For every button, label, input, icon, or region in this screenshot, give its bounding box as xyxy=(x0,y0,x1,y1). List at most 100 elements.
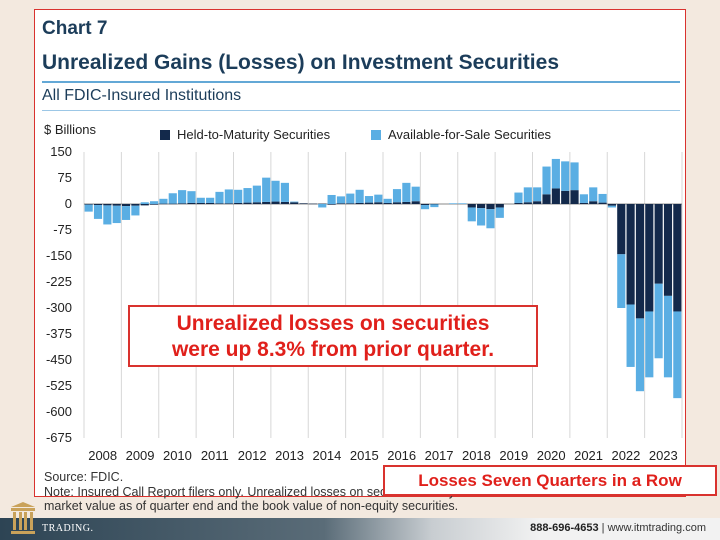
chart-number: Chart 7 xyxy=(42,18,108,39)
x-tick-label: 2023 xyxy=(649,448,678,463)
bar-held-to-maturity xyxy=(477,204,486,209)
y-tick-label: -375 xyxy=(46,326,72,341)
bar-held-to-maturity xyxy=(280,201,289,204)
bar-available-for-sale xyxy=(355,189,364,203)
logo-text: TRADING. xyxy=(42,523,94,534)
bar-available-for-sale xyxy=(392,189,402,203)
bar-available-for-sale xyxy=(215,191,224,204)
bar-available-for-sale xyxy=(327,194,336,204)
y-tick-label: -150 xyxy=(46,248,72,263)
bar-available-for-sale xyxy=(551,158,560,189)
bar-available-for-sale xyxy=(103,205,112,225)
x-tick-label: 2009 xyxy=(126,448,155,463)
bar-held-to-maturity xyxy=(635,204,645,319)
bar-held-to-maturity xyxy=(140,204,149,206)
footer-website[interactable]: www.itmtrading.com xyxy=(607,522,706,534)
subtitle-divider xyxy=(42,110,680,111)
bar-available-for-sale xyxy=(196,197,205,203)
bar-held-to-maturity xyxy=(402,201,411,204)
bar-held-to-maturity xyxy=(121,204,131,207)
bar-available-for-sale xyxy=(458,203,467,204)
bar-held-to-maturity xyxy=(112,204,121,206)
bar-held-to-maturity xyxy=(346,203,355,204)
y-tick-label: -225 xyxy=(46,274,72,289)
footer-phone: 888-696-4653 xyxy=(530,522,599,534)
y-tick-label: -675 xyxy=(46,430,72,445)
bar-held-to-maturity xyxy=(663,204,673,296)
bar-available-for-sale xyxy=(252,185,261,203)
x-tick-label: 2017 xyxy=(425,448,454,463)
bar-held-to-maturity xyxy=(150,204,159,205)
callout-line-2: were up 8.3% from prior quarter. xyxy=(171,338,495,361)
bar-held-to-maturity xyxy=(252,202,261,204)
bar-held-to-maturity xyxy=(467,204,476,208)
y-tick-label: -525 xyxy=(46,378,72,393)
x-tick-label: 2015 xyxy=(350,448,379,463)
x-tick-label: 2021 xyxy=(574,448,603,463)
bar-held-to-maturity xyxy=(579,202,588,204)
chart-frame xyxy=(34,9,686,497)
bar-available-for-sale xyxy=(336,196,346,204)
bar-available-for-sale xyxy=(673,311,682,399)
bar-held-to-maturity xyxy=(589,201,598,204)
bar-available-for-sale xyxy=(290,201,299,203)
x-tick-label: 2016 xyxy=(387,448,416,463)
bar-held-to-maturity xyxy=(392,202,402,204)
bar-held-to-maturity xyxy=(327,204,336,205)
bar-held-to-maturity xyxy=(654,204,663,284)
bar-held-to-maturity xyxy=(168,203,177,205)
bar-available-for-sale xyxy=(131,205,140,216)
bar-available-for-sale xyxy=(533,187,542,202)
bar-held-to-maturity xyxy=(645,204,654,312)
bar-held-to-maturity xyxy=(93,204,103,206)
bar-available-for-sale xyxy=(206,197,215,203)
bar-held-to-maturity xyxy=(243,202,252,204)
bar-available-for-sale xyxy=(589,187,598,202)
bar-available-for-sale xyxy=(140,202,149,204)
bar-held-to-maturity xyxy=(626,204,635,305)
title-divider xyxy=(42,81,680,83)
bar-held-to-maturity xyxy=(103,204,112,206)
bar-available-for-sale xyxy=(561,161,570,191)
x-tick-label: 2020 xyxy=(537,448,566,463)
bar-available-for-sale xyxy=(84,204,93,212)
bar-available-for-sale xyxy=(542,166,551,195)
bar-held-to-maturity xyxy=(234,202,243,204)
bar-available-for-sale xyxy=(178,190,187,204)
bar-held-to-maturity xyxy=(383,202,392,204)
bar-available-for-sale xyxy=(663,295,673,378)
bar-available-for-sale xyxy=(121,206,131,220)
bar-held-to-maturity xyxy=(411,201,420,204)
bar-available-for-sale xyxy=(318,204,327,208)
x-tick-label: 2012 xyxy=(238,448,267,463)
chart-subtitle: All FDIC-Insured Institutions xyxy=(42,87,242,104)
bar-available-for-sale xyxy=(234,189,243,203)
bar-available-for-sale xyxy=(523,187,532,203)
x-tick-label: 2013 xyxy=(275,448,304,463)
bar-available-for-sale xyxy=(411,186,420,202)
source-note: Source: FDIC. xyxy=(44,470,124,484)
bar-available-for-sale xyxy=(430,204,439,208)
bar-available-for-sale xyxy=(477,208,486,226)
bar-available-for-sale xyxy=(495,207,504,218)
bar-held-to-maturity xyxy=(598,202,607,204)
bar-held-to-maturity xyxy=(486,204,495,210)
bar-held-to-maturity xyxy=(551,188,560,204)
legend-swatch-held-to-maturity xyxy=(160,129,170,140)
footer-separator: | xyxy=(601,522,605,534)
bar-held-to-maturity xyxy=(514,202,523,204)
bar-available-for-sale xyxy=(514,192,523,203)
y-axis-unit-label: $ Billions xyxy=(44,122,97,137)
bar-available-for-sale xyxy=(271,180,280,202)
bar-available-for-sale xyxy=(224,189,233,204)
bar-available-for-sale xyxy=(112,205,121,224)
bar-held-to-maturity xyxy=(374,202,383,204)
bar-held-to-maturity xyxy=(561,190,570,204)
bar-held-to-maturity xyxy=(262,201,271,204)
bar-available-for-sale xyxy=(364,196,374,203)
bar-held-to-maturity xyxy=(355,202,364,204)
bar-available-for-sale xyxy=(374,194,383,203)
bar-available-for-sale xyxy=(243,188,252,203)
x-tick-label: 2008 xyxy=(88,448,117,463)
